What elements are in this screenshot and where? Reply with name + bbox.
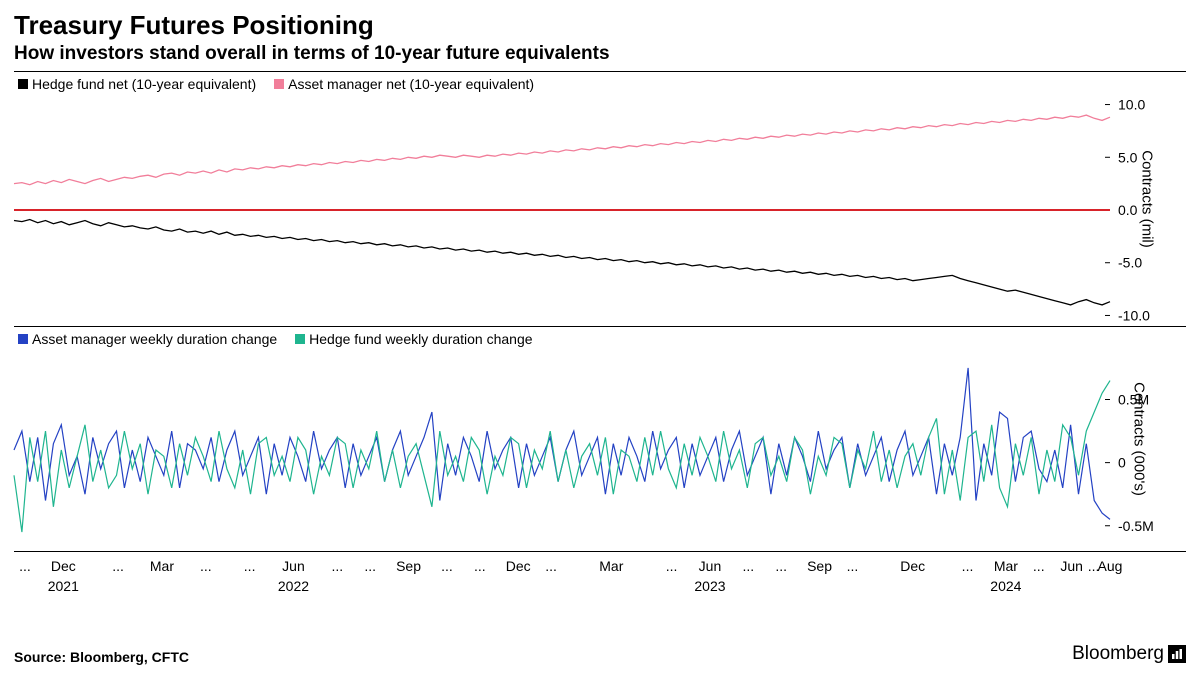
x-tick-month: ... [474, 558, 486, 575]
chart-subtitle: How investors stand overall in terms of … [14, 43, 1186, 65]
top-plot: -10.0-5.00.05.010.0 [14, 94, 1110, 326]
x-tick-month: ... [742, 558, 754, 575]
svg-text:0: 0 [1118, 455, 1126, 471]
series-asset_manager_change [14, 368, 1110, 520]
x-tick-month: Dec [506, 558, 531, 575]
x-tick-month: ... [775, 558, 787, 575]
x-tick-month: Jun [1060, 558, 1083, 575]
legend-swatch [18, 334, 28, 344]
bottom-legend: Asset manager weekly duration change Hedg… [14, 327, 533, 349]
bottom-chart: Asset manager weekly duration change Hedg… [14, 327, 1186, 552]
svg-text:-5.0: -5.0 [1118, 255, 1142, 271]
chart-title: Treasury Futures Positioning [14, 10, 1186, 41]
x-tick-month: ... [331, 558, 343, 575]
x-tick-month: Sep [396, 558, 421, 575]
x-tick-month: ... [244, 558, 256, 575]
svg-text:0.0: 0.0 [1118, 202, 1138, 218]
x-tick-year: 2022 [278, 578, 309, 594]
x-tick-month: ... [19, 558, 31, 575]
svg-text:10.0: 10.0 [1118, 97, 1145, 113]
top-legend: Hedge fund net (10-year equivalent) Asset… [14, 72, 534, 94]
legend-label: Asset manager weekly duration change [32, 331, 277, 347]
x-tick-year: 2024 [990, 578, 1021, 594]
legend-label: Hedge fund net (10-year equivalent) [32, 76, 256, 92]
x-axis: ... Dec... Mar...... Jun...... Sep...... Dec.… [14, 552, 1186, 616]
x-tick-month: ... [847, 558, 859, 575]
x-tick-month: ... [112, 558, 124, 575]
source-text: Source: Bloomberg, CFTC [14, 649, 189, 665]
legend-swatch [18, 79, 28, 89]
x-tick-month: ... [1033, 558, 1045, 575]
svg-text:-10.0: -10.0 [1118, 307, 1150, 323]
x-tick-month: ... [200, 558, 212, 575]
x-tick-month: Sep [807, 558, 832, 575]
svg-text:-0.5M: -0.5M [1118, 518, 1154, 534]
legend-label: Hedge fund weekly duration change [309, 331, 532, 347]
svg-text:0.5M: 0.5M [1118, 392, 1149, 408]
top-y-label: Contracts (mil) [1139, 150, 1156, 248]
x-tick-month: ... [666, 558, 678, 575]
bloomberg-icon [1168, 645, 1186, 663]
x-tick-year: 2021 [48, 578, 79, 594]
legend-item: Hedge fund weekly duration change [295, 331, 532, 347]
bottom-plot: -0.5M00.5M [14, 349, 1110, 551]
legend-swatch [274, 79, 284, 89]
series-asset_manager_net [14, 115, 1110, 185]
x-tick-month: Dec [900, 558, 925, 575]
bloomberg-logo: Bloomberg [1072, 643, 1186, 665]
x-tick-month: Aug [1098, 558, 1123, 575]
x-tick-month: Dec [51, 558, 76, 575]
series-hedge_fund_change [14, 381, 1110, 532]
legend-item: Asset manager net (10-year equivalent) [274, 76, 534, 92]
legend-label: Asset manager net (10-year equivalent) [288, 76, 534, 92]
svg-text:5.0: 5.0 [1118, 149, 1138, 165]
top-chart: Hedge fund net (10-year equivalent) Asset… [14, 72, 1186, 327]
x-tick-year: 2023 [694, 578, 725, 594]
x-tick-month: Mar [599, 558, 623, 575]
legend-item: Asset manager weekly duration change [18, 331, 277, 347]
x-tick-month: ... [962, 558, 974, 575]
x-tick-month: ... [441, 558, 453, 575]
x-tick-month: Mar [994, 558, 1018, 575]
charts-area: Hedge fund net (10-year equivalent) Asset… [14, 71, 1186, 641]
legend-swatch [295, 334, 305, 344]
legend-item: Hedge fund net (10-year equivalent) [18, 76, 256, 92]
x-tick-month: ... [364, 558, 376, 575]
series-hedge_fund_net [14, 220, 1110, 305]
x-tick-month: ... [545, 558, 557, 575]
x-tick-month: Jun [282, 558, 305, 575]
x-tick-month: Jun [699, 558, 722, 575]
x-tick-month: Mar [150, 558, 174, 575]
